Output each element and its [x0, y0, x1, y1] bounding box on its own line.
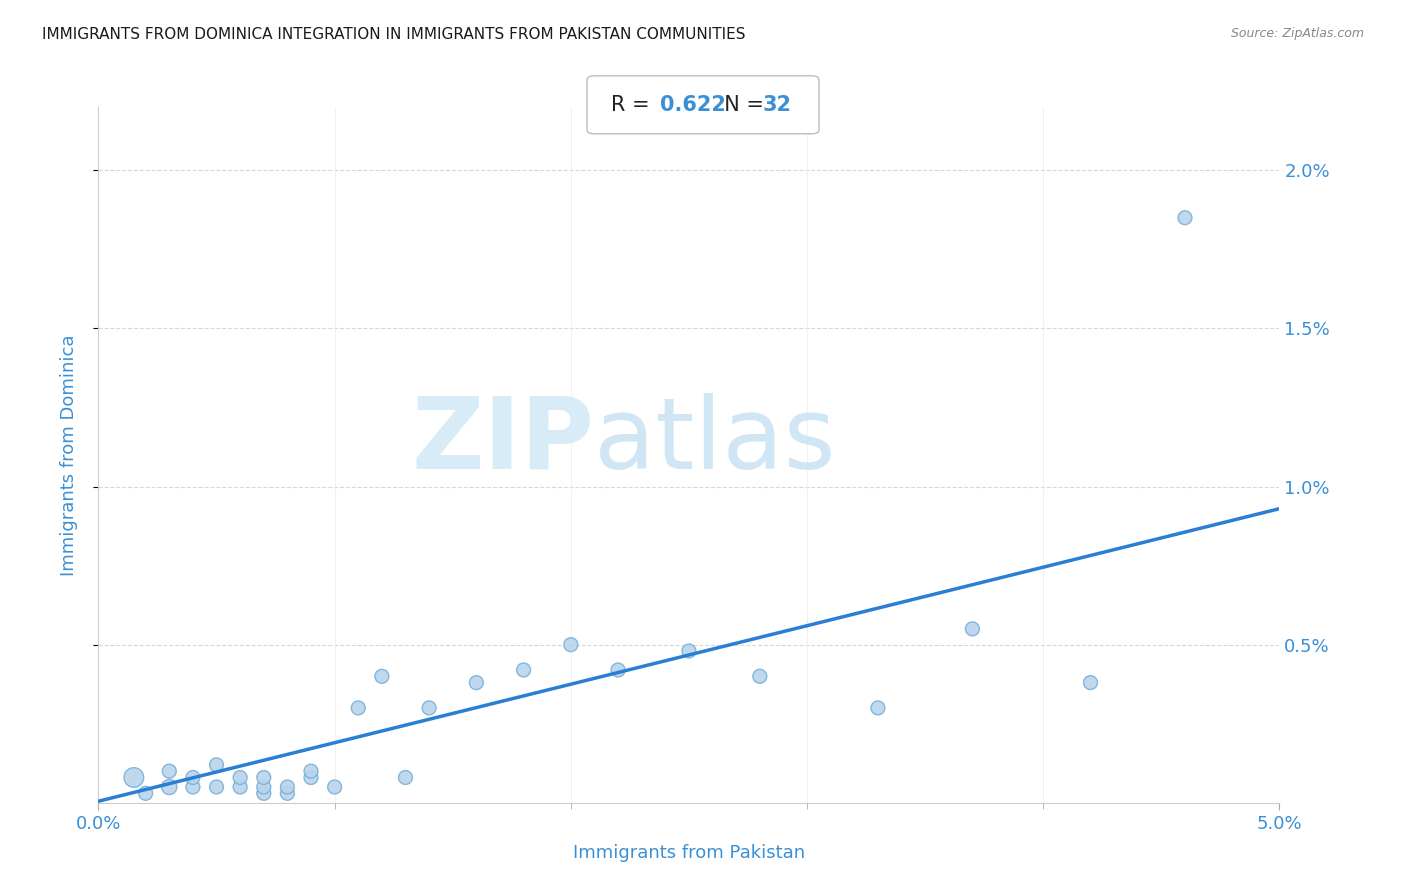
- Point: [205, 780, 228, 794]
- Point: [512, 663, 534, 677]
- Point: [962, 622, 984, 636]
- Text: 0.622: 0.622: [661, 95, 725, 115]
- Point: [748, 669, 770, 683]
- Text: ZIP: ZIP: [412, 392, 595, 490]
- Point: [866, 701, 889, 715]
- Point: [253, 771, 276, 785]
- Point: [347, 701, 370, 715]
- Text: Source: ZipAtlas.com: Source: ZipAtlas.com: [1230, 27, 1364, 40]
- Text: IMMIGRANTS FROM DOMINICA INTEGRATION IN IMMIGRANTS FROM PAKISTAN COMMUNITIES: IMMIGRANTS FROM DOMINICA INTEGRATION IN …: [42, 27, 745, 42]
- Point: [276, 786, 298, 800]
- Point: [253, 780, 276, 794]
- Point: [276, 780, 298, 794]
- Point: [678, 644, 700, 658]
- Point: [205, 757, 228, 772]
- Point: [229, 780, 252, 794]
- Point: [299, 764, 322, 779]
- Text: 32: 32: [762, 95, 792, 115]
- Point: [122, 771, 145, 785]
- X-axis label: Immigrants from Pakistan: Immigrants from Pakistan: [572, 844, 806, 862]
- Point: [1174, 211, 1197, 225]
- Point: [157, 764, 180, 779]
- Point: [465, 675, 488, 690]
- Text: N =: N =: [710, 95, 770, 115]
- Point: [371, 669, 394, 683]
- Point: [299, 771, 322, 785]
- Text: atlas: atlas: [595, 392, 837, 490]
- Point: [229, 771, 252, 785]
- Point: [135, 786, 157, 800]
- Point: [560, 638, 582, 652]
- Point: [181, 780, 204, 794]
- Text: R =: R =: [612, 95, 657, 115]
- Point: [394, 771, 416, 785]
- Point: [418, 701, 440, 715]
- Y-axis label: Immigrants from Dominica: Immigrants from Dominica: [59, 334, 77, 575]
- Point: [253, 786, 276, 800]
- Point: [323, 780, 346, 794]
- Point: [157, 780, 180, 794]
- Point: [181, 771, 204, 785]
- Point: [1080, 675, 1102, 690]
- Point: [607, 663, 630, 677]
